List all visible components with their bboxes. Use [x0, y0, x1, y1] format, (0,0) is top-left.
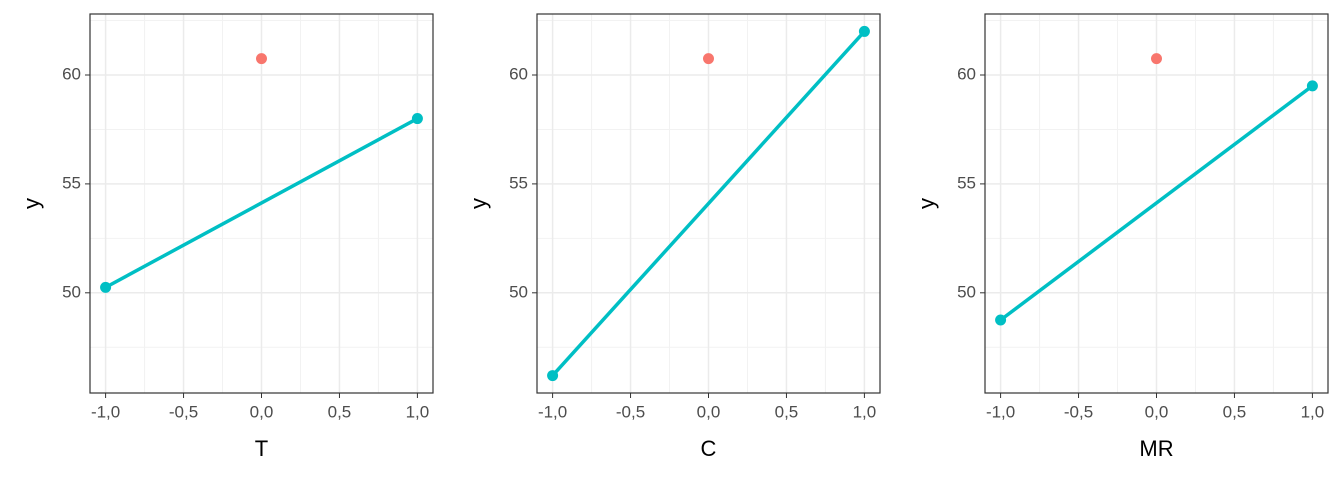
y-tick-label: 55 [957, 173, 976, 192]
x-tick-label: -1,0 [538, 402, 567, 421]
y-tick-label: 60 [509, 64, 528, 83]
x-axis-title: MR [1139, 436, 1173, 461]
panel-border [89, 13, 434, 394]
y-tick-label: 55 [62, 173, 81, 192]
x-tick-label: 1,0 [1301, 402, 1325, 421]
x-tick-label: -1,0 [91, 402, 120, 421]
y-tick-label: 60 [62, 64, 81, 83]
x-tick-label: 1,0 [853, 402, 877, 421]
x-tick-label: 0,5 [328, 402, 352, 421]
data-point [995, 314, 1007, 326]
x-tick-label: 0,0 [697, 402, 721, 421]
data-point [256, 53, 267, 65]
data-point [858, 25, 870, 37]
series-line [551, 30, 866, 377]
x-tick-label: -0,5 [616, 402, 645, 421]
y-tick-label: 50 [957, 282, 976, 301]
data-point [100, 281, 112, 293]
x-tick-label: 0,0 [250, 402, 274, 421]
panel-border [984, 13, 1329, 394]
y-tick-label: 50 [62, 282, 81, 301]
data-point [547, 370, 559, 382]
x-axis-title: C [701, 436, 717, 461]
x-tick-label: 0,0 [1145, 402, 1169, 421]
y-tick-label: 60 [957, 64, 976, 83]
panel-border [536, 13, 881, 394]
y-tick-label: 50 [509, 282, 528, 301]
data-point [411, 113, 423, 125]
data-point [703, 53, 714, 65]
x-tick-label: -0,5 [1064, 402, 1093, 421]
x-tick-label: 0,5 [775, 402, 799, 421]
x-tick-label: -1,0 [986, 402, 1015, 421]
data-point [1306, 80, 1318, 92]
y-axis-title: y [914, 198, 939, 209]
y-axis-title: y [19, 198, 44, 209]
series-line [104, 117, 419, 289]
x-axis-title: T [255, 436, 268, 461]
data-point [1151, 53, 1162, 65]
y-tick-label: 55 [509, 173, 528, 192]
x-tick-label: -0,5 [169, 402, 198, 421]
y-axis-title: y [466, 198, 491, 209]
x-tick-label: 1,0 [406, 402, 430, 421]
series-line [999, 84, 1314, 322]
x-tick-label: 0,5 [1223, 402, 1247, 421]
